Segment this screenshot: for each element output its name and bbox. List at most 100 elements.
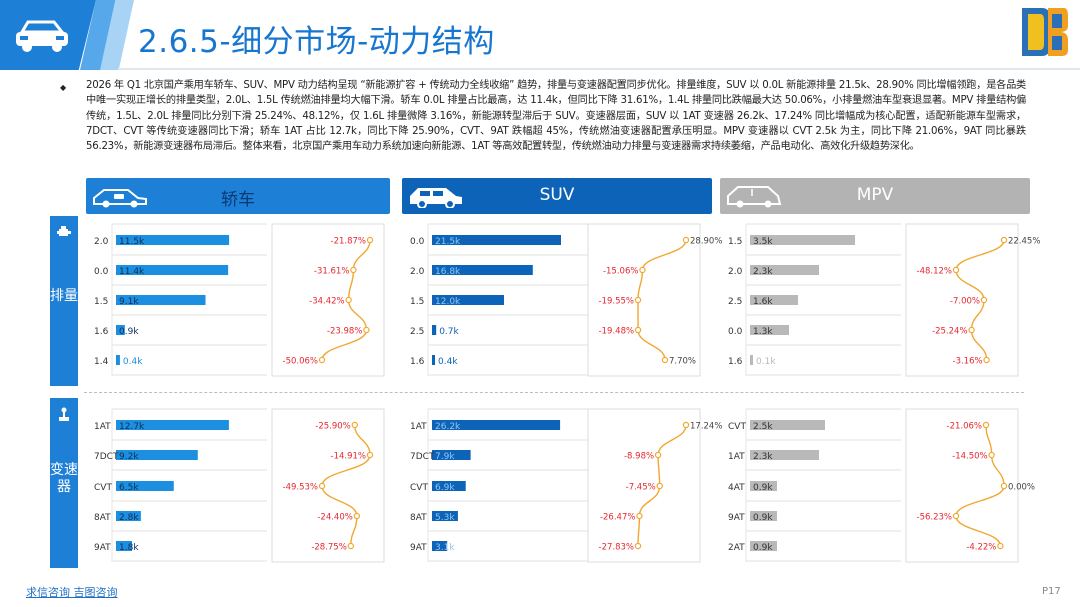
yoy-point <box>952 266 960 274</box>
yoy-frame <box>271 408 385 563</box>
yoy-label: -27.83% <box>599 543 634 553</box>
bar <box>750 295 798 305</box>
yoy-point <box>980 296 988 304</box>
footer-links[interactable]: 求信咨询 吉图咨询 <box>26 586 118 599</box>
yoy-label: -34.42% <box>309 297 344 307</box>
value-label: 0.9k <box>119 327 139 337</box>
yoy-frame <box>587 408 701 563</box>
bar <box>432 420 561 430</box>
yoy-frame <box>905 408 1019 563</box>
yoy-label: -14.50% <box>952 452 987 462</box>
bar <box>750 420 825 430</box>
category-label: 0.0 <box>410 237 425 247</box>
bar <box>750 481 777 491</box>
bar <box>432 355 435 365</box>
category-label: CVT <box>94 483 112 493</box>
value-label: 21.5k <box>435 237 461 247</box>
yoy-label: -56.23% <box>917 513 952 523</box>
value-label: 12.7k <box>119 422 145 432</box>
category-label: 9AT <box>728 513 745 523</box>
gearshift-icon <box>57 406 71 421</box>
yoy-point <box>347 542 355 550</box>
yoy-point <box>639 266 646 274</box>
value-label: 6.9k <box>435 483 455 493</box>
bar <box>432 265 533 275</box>
category-label: 1AT <box>728 452 745 462</box>
yoy-label: 28.90% <box>690 237 722 247</box>
category-label: 8AT <box>94 513 111 523</box>
category-label: 0.0 <box>728 327 743 337</box>
yoy-label: -48.12% <box>917 267 952 277</box>
yoy-label: -7.45% <box>626 483 656 493</box>
yoy-point <box>982 421 990 429</box>
yoy-frame <box>905 223 1019 377</box>
side-tab-displacement: 排量 <box>50 216 78 386</box>
yoy-label: -25.90% <box>315 422 350 432</box>
value-label: 12.0k <box>435 297 461 307</box>
yoy-point <box>318 356 326 364</box>
header-bar <box>0 0 1080 78</box>
yoy-point <box>968 326 975 334</box>
category-label: 1.6 <box>410 357 425 367</box>
value-label: 1.8k <box>119 543 139 553</box>
bar <box>750 541 777 551</box>
value-label: 0.1k <box>756 357 776 367</box>
category-label: 4AT <box>728 483 745 493</box>
yoy-label: -23.98% <box>327 327 362 337</box>
tab-label: 变速器 <box>50 462 78 495</box>
yoy-point <box>654 451 662 459</box>
yoy-point <box>983 356 990 364</box>
value-label: 9.1k <box>119 297 139 307</box>
category-label: 7DCT <box>94 452 119 462</box>
yoy-label: -19.48% <box>599 327 634 337</box>
section-label: SUV <box>539 185 575 205</box>
value-label: 1.6k <box>753 297 773 307</box>
yoy-point <box>1000 482 1008 490</box>
value-label: 1.3k <box>753 327 773 337</box>
yoy-frame <box>271 223 385 377</box>
tab-label: 排量 <box>50 288 78 304</box>
bar <box>116 325 125 335</box>
page-title: 2.6.5-细分市场-动力结构 <box>138 24 495 60</box>
value-label: 2.3k <box>753 452 773 462</box>
yoy-point <box>634 296 642 304</box>
value-label: 6.5k <box>119 483 139 493</box>
bar <box>432 325 437 335</box>
value-label: 0.4k <box>123 357 143 367</box>
value-label: 0.9k <box>753 543 773 553</box>
mpv-icon <box>724 184 784 212</box>
engine-icon <box>57 224 71 238</box>
yoy-label: -14.91% <box>331 452 366 462</box>
section-label: MPV <box>856 185 894 205</box>
section-header-sedan: 轿车 <box>86 178 390 214</box>
bullet-diamond-icon: ◆ <box>60 83 67 92</box>
section-header-mpv: MPV <box>720 178 1030 214</box>
value-label: 2.5k <box>753 422 773 432</box>
bar <box>116 355 120 365</box>
value-label: 11.5k <box>119 237 145 247</box>
category-label: 1AT <box>410 422 427 432</box>
category-label: 1.5 <box>728 237 742 247</box>
yoy-label: -19.55% <box>599 297 634 307</box>
category-label: 2.5 <box>410 327 424 337</box>
category-label: 0.0 <box>94 267 109 277</box>
category-label: 1.5 <box>410 297 424 307</box>
yoy-point <box>318 482 326 490</box>
bar <box>116 420 229 430</box>
yoy-point <box>636 512 643 520</box>
yoy-label: -50.06% <box>283 357 318 367</box>
yoy-point <box>1000 236 1008 244</box>
yoy-label: -25.24% <box>932 327 967 337</box>
yoy-point <box>634 326 642 334</box>
yoy-line <box>955 239 1005 361</box>
value-label: 2.8k <box>119 513 139 523</box>
yoy-point <box>682 236 690 244</box>
yoy-label: -3.16% <box>953 357 983 367</box>
yoy-point <box>997 542 1004 550</box>
category-label: 1.5 <box>94 297 108 307</box>
yoy-line <box>637 424 687 547</box>
yoy-point <box>345 296 352 304</box>
brand-logo-icon <box>1020 4 1070 60</box>
yoy-point <box>366 451 374 459</box>
